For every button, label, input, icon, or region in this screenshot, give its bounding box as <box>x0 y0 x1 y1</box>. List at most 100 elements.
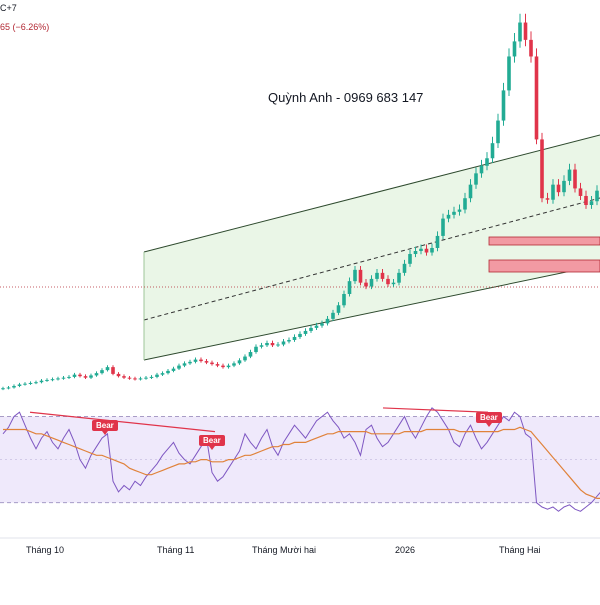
candle-body <box>276 344 280 346</box>
candle-body <box>441 218 445 236</box>
candle-body <box>303 330 308 334</box>
candle-body <box>144 377 148 379</box>
candle-body <box>6 387 11 389</box>
candle-body <box>551 184 555 200</box>
candle-body <box>595 190 599 202</box>
candle-body <box>496 120 500 144</box>
candle-body <box>446 214 451 219</box>
author-watermark: Quỳnh Anh - 0969 683 147 <box>268 90 424 105</box>
candle-body <box>347 281 352 294</box>
candle-body <box>386 278 390 285</box>
candle-body <box>243 356 247 361</box>
candle-body <box>237 360 242 364</box>
change-readout: 65 (−6.26%) <box>0 22 50 32</box>
candle-body <box>28 382 33 384</box>
candle-body <box>111 367 115 374</box>
candle-body <box>369 278 374 287</box>
resistance-zone-upper <box>488 236 600 246</box>
channel-upper-line <box>143 134 600 253</box>
symbol-header: C+7 <box>0 3 17 13</box>
x-tick-label: Tháng Mười hai <box>252 545 316 555</box>
channel-lower-line <box>143 264 600 361</box>
candle-body <box>122 376 126 378</box>
candle-body <box>160 373 165 375</box>
candle-body <box>485 158 489 166</box>
candle-body <box>529 39 533 57</box>
candle-body <box>67 376 71 378</box>
candle-body <box>474 173 478 185</box>
candle-body <box>342 293 346 306</box>
candle-body <box>210 362 214 365</box>
candle-body <box>463 198 467 210</box>
candle-body <box>287 339 291 342</box>
candle-body <box>171 368 176 371</box>
candle-body <box>584 195 588 206</box>
candle-body <box>105 367 110 371</box>
bear-divergence-line <box>29 411 216 433</box>
candle-body <box>281 341 286 345</box>
candle-body <box>430 247 434 253</box>
candle-body <box>331 312 335 319</box>
candle-body <box>188 361 192 364</box>
candle-body <box>116 373 121 377</box>
candle-body <box>177 365 181 369</box>
x-tick-label: Tháng Hai <box>499 545 541 555</box>
candle-body <box>127 377 132 379</box>
candle-body <box>232 363 236 366</box>
candle-body <box>166 370 170 374</box>
resistance-zones <box>488 236 600 273</box>
candle-body <box>507 56 511 91</box>
candle-body <box>292 336 297 340</box>
candle-body <box>562 180 566 193</box>
candle-body <box>221 365 225 368</box>
candle-body <box>391 282 396 285</box>
candle-body <box>100 370 104 374</box>
channel-fill <box>144 135 600 360</box>
candle-body <box>182 363 187 366</box>
candle-body <box>270 342 275 346</box>
candle-body <box>545 198 550 200</box>
candle-body <box>204 361 209 363</box>
candle-body <box>265 342 269 346</box>
candle-body <box>45 379 49 381</box>
candle-body <box>534 56 539 140</box>
candle-body <box>155 374 159 377</box>
candle-body <box>402 263 407 273</box>
candle-body <box>435 235 440 248</box>
candle-body <box>309 327 313 331</box>
candle-body <box>523 22 528 40</box>
candle-body <box>589 201 594 206</box>
candle-body <box>248 352 253 357</box>
candle-body <box>72 374 77 377</box>
candle-body <box>50 379 55 381</box>
candle-body <box>573 169 577 189</box>
rsi-ma-line <box>3 426 600 499</box>
candle-body <box>397 272 401 283</box>
channel-midline <box>143 197 600 321</box>
x-tick-label: Tháng 11 <box>157 545 195 555</box>
candle-body <box>89 375 93 378</box>
regression-channel <box>0 134 600 361</box>
candle-body <box>413 251 418 255</box>
candle-body <box>419 248 423 252</box>
x-tick-label: 2026 <box>395 545 416 555</box>
candle-body <box>380 272 385 279</box>
candle-body <box>215 364 220 366</box>
candle-body <box>61 377 66 379</box>
candle-body <box>56 378 60 380</box>
candle-body <box>254 346 258 353</box>
candle-body <box>298 333 302 337</box>
candle-body <box>452 211 456 215</box>
candle-body <box>193 359 198 362</box>
candle-body <box>567 169 572 181</box>
candle-body <box>17 384 22 386</box>
candle-body <box>149 376 154 378</box>
candle-body <box>375 272 379 279</box>
candle-body <box>336 305 341 313</box>
candle-body <box>83 376 88 378</box>
candle-body <box>578 188 583 196</box>
bear-divergence-label: Bear <box>92 420 118 435</box>
candle-body <box>424 248 429 253</box>
candle-body <box>479 165 484 174</box>
